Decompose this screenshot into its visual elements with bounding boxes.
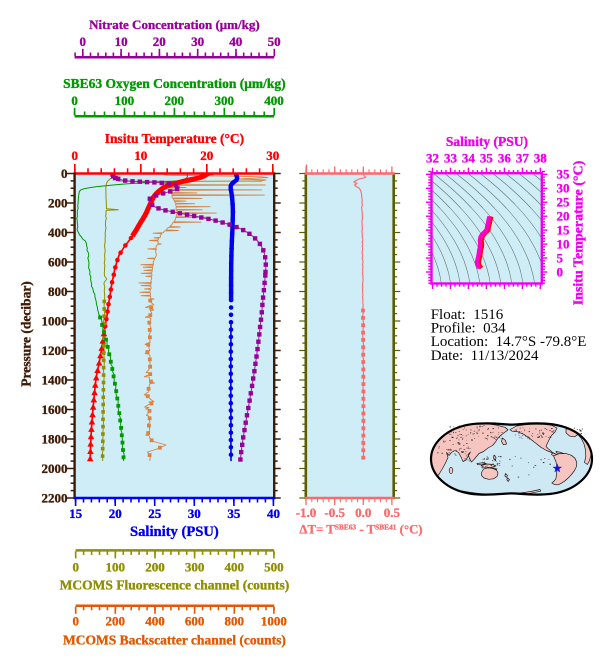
svg-text:30: 30 bbox=[191, 34, 204, 49]
svg-text:2200: 2200 bbox=[42, 490, 68, 505]
svg-text:Nitrate Concentration (μm/kg): Nitrate Concentration (μm/kg) bbox=[89, 17, 260, 32]
svg-text:200: 200 bbox=[165, 93, 185, 108]
svg-text:38: 38 bbox=[534, 150, 548, 165]
svg-text:20: 20 bbox=[109, 506, 122, 521]
svg-text:Salinity (PSU): Salinity (PSU) bbox=[446, 134, 528, 149]
svg-text:200: 200 bbox=[48, 195, 68, 210]
svg-text:20: 20 bbox=[200, 148, 213, 163]
svg-text:200: 200 bbox=[145, 559, 165, 574]
svg-text:0: 0 bbox=[72, 559, 79, 574]
svg-text:Pressure (decibar): Pressure (decibar) bbox=[19, 281, 34, 387]
svg-text:300: 300 bbox=[214, 93, 234, 108]
svg-text:0: 0 bbox=[61, 166, 68, 181]
svg-text:400: 400 bbox=[48, 225, 68, 240]
svg-text:500: 500 bbox=[264, 559, 284, 574]
svg-text:-0.5: -0.5 bbox=[324, 505, 345, 520]
svg-text:1200: 1200 bbox=[42, 343, 68, 358]
svg-text:Insitu Temperature (°C): Insitu Temperature (°C) bbox=[572, 160, 587, 305]
svg-text:400: 400 bbox=[145, 613, 165, 628]
svg-text:300: 300 bbox=[185, 559, 205, 574]
svg-text:33: 33 bbox=[444, 150, 458, 165]
svg-text:10: 10 bbox=[115, 34, 128, 49]
svg-text:32: 32 bbox=[426, 150, 439, 165]
svg-text:100: 100 bbox=[106, 559, 126, 574]
svg-text:35: 35 bbox=[227, 506, 241, 521]
svg-text:5: 5 bbox=[557, 250, 564, 265]
svg-text:0: 0 bbox=[72, 613, 79, 628]
svg-text:0: 0 bbox=[72, 148, 79, 163]
svg-text:MCOMS Fluorescence channel (co: MCOMS Fluorescence channel (counts) bbox=[60, 577, 290, 592]
svg-text:0: 0 bbox=[80, 34, 87, 49]
svg-text:400: 400 bbox=[225, 559, 245, 574]
svg-text:30: 30 bbox=[557, 181, 570, 196]
svg-text:30: 30 bbox=[188, 506, 201, 521]
svg-text:-1.0: -1.0 bbox=[296, 505, 317, 520]
svg-text:0: 0 bbox=[71, 93, 78, 108]
svg-text:20: 20 bbox=[153, 34, 166, 49]
svg-text:36: 36 bbox=[498, 150, 512, 165]
svg-text:400: 400 bbox=[264, 93, 284, 108]
svg-text:30: 30 bbox=[266, 148, 279, 163]
svg-text:Profile: 034: Profile: 034 bbox=[431, 321, 506, 337]
svg-text:0.0: 0.0 bbox=[355, 505, 371, 520]
svg-text:Insitu Temperature (°C): Insitu Temperature (°C) bbox=[105, 131, 244, 146]
svg-text:Location: 14.7°S -79.8°E: Location: 14.7°S -79.8°E bbox=[431, 334, 587, 350]
svg-text:15: 15 bbox=[69, 506, 83, 521]
svg-text:37: 37 bbox=[516, 150, 530, 165]
svg-text:1800: 1800 bbox=[42, 431, 68, 446]
svg-text:1400: 1400 bbox=[42, 372, 68, 387]
svg-text:1000: 1000 bbox=[42, 313, 68, 328]
svg-text:40: 40 bbox=[229, 34, 242, 49]
svg-text:Salinity (PSU): Salinity (PSU) bbox=[130, 524, 219, 540]
svg-text:40: 40 bbox=[267, 506, 280, 521]
svg-text:100: 100 bbox=[115, 93, 135, 108]
svg-text:600: 600 bbox=[185, 613, 205, 628]
svg-text:10: 10 bbox=[134, 148, 147, 163]
svg-text:600: 600 bbox=[48, 254, 68, 269]
svg-text:35: 35 bbox=[557, 167, 571, 182]
svg-text:Date: 11/13/2024: Date: 11/13/2024 bbox=[431, 348, 539, 364]
svg-text:2000: 2000 bbox=[42, 461, 68, 476]
svg-text:MCOMS Backscatter channel (cou: MCOMS Backscatter channel (counts) bbox=[63, 632, 286, 647]
svg-text:10: 10 bbox=[557, 236, 570, 251]
svg-text:800: 800 bbox=[48, 284, 68, 299]
svg-text:50: 50 bbox=[268, 34, 281, 49]
svg-text:ΔT= TSBE63 - TSBE41 (°C): ΔT= TSBE63 - TSBE41 (°C) bbox=[299, 522, 422, 536]
svg-text:25: 25 bbox=[148, 506, 162, 521]
svg-text:15: 15 bbox=[557, 222, 571, 237]
svg-text:SBE63 Oxygen Concentration (μm: SBE63 Oxygen Concentration (μm/kg) bbox=[63, 76, 286, 91]
svg-text:1000: 1000 bbox=[261, 613, 287, 628]
svg-text:25: 25 bbox=[557, 195, 571, 210]
svg-text:800: 800 bbox=[225, 613, 245, 628]
svg-text:Float: 1516: Float: 1516 bbox=[431, 307, 504, 323]
svg-text:1600: 1600 bbox=[42, 402, 68, 417]
svg-text:34: 34 bbox=[462, 150, 476, 165]
svg-text:200: 200 bbox=[106, 613, 126, 628]
svg-text:35: 35 bbox=[480, 150, 494, 165]
svg-text:20: 20 bbox=[557, 209, 570, 224]
svg-text:0: 0 bbox=[557, 264, 564, 279]
svg-text:0.5: 0.5 bbox=[384, 505, 401, 520]
